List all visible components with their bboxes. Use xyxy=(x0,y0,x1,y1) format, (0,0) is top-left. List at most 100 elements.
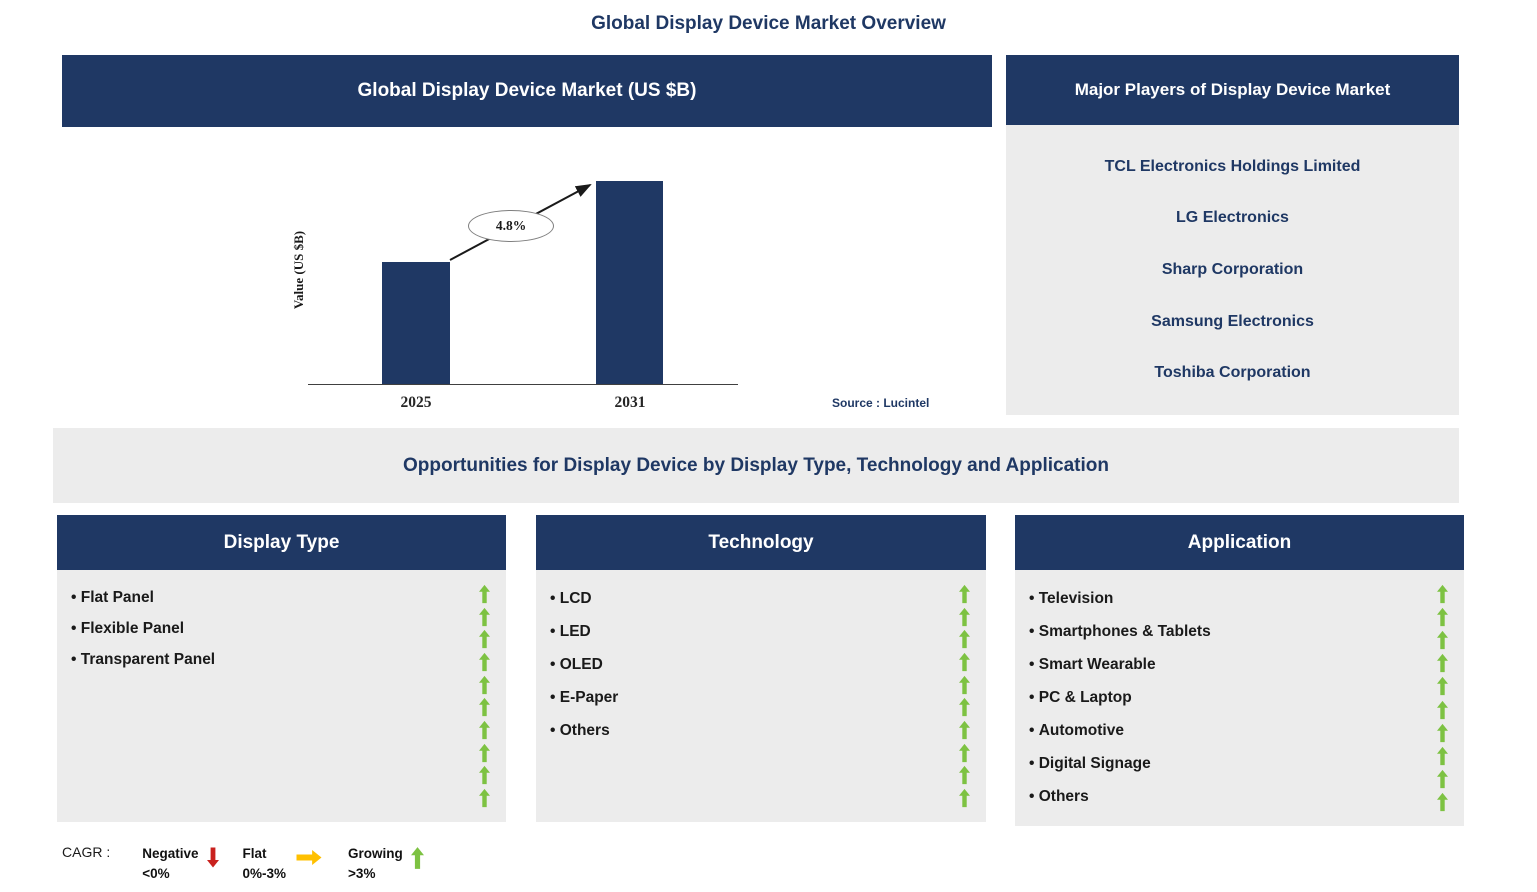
technology-body: LCD LED OLED E-Paper Others xyxy=(536,570,986,822)
growing-up-arrow-icon xyxy=(1437,584,1448,604)
legend-negative-range: <0% xyxy=(142,865,170,881)
list-item: LED xyxy=(550,615,942,648)
growing-up-arrow-icon xyxy=(479,720,490,740)
growing-up-arrow-icon xyxy=(959,652,970,672)
display-type-header: Display Type xyxy=(57,515,506,570)
player-name: Samsung Electronics xyxy=(1151,312,1314,330)
growth-arrow-stack xyxy=(479,584,490,808)
growing-up-arrow-icon xyxy=(1437,723,1448,743)
legend-growing-label: Growing xyxy=(348,846,403,861)
growing-up-arrow-icon xyxy=(1437,653,1448,673)
players-panel-title: Major Players of Display Device Market xyxy=(1074,80,1391,99)
legend-flat-label: Flat xyxy=(242,846,267,861)
list-item: Flat Panel xyxy=(71,582,462,613)
negative-down-arrow-icon xyxy=(206,846,219,869)
application-title: Application xyxy=(1187,531,1292,553)
growing-up-arrow-icon xyxy=(959,675,970,695)
cagr-legend: CAGR : Negative <0% Flat 0%-3% xyxy=(62,844,448,883)
list-item: E-Paper xyxy=(550,681,942,714)
list-item: OLED xyxy=(550,648,942,681)
list-item: Flexible Panel xyxy=(71,613,462,644)
growing-up-arrow-icon xyxy=(479,788,490,808)
display-type-body: Flat Panel Flexible Panel Transparent Pa… xyxy=(57,570,506,822)
bar-2025 xyxy=(382,262,450,384)
player-name: Toshiba Corporation xyxy=(1154,364,1311,382)
list-item: Automotive xyxy=(1029,714,1420,747)
growing-up-arrow-icon xyxy=(959,607,970,627)
growing-up-arrow-icon xyxy=(1437,700,1448,720)
application-header: Application xyxy=(1015,515,1464,570)
opportunities-banner: Opportunities for Display Device by Disp… xyxy=(53,428,1459,503)
players-panel-header: Major Players of Display Device Market xyxy=(1006,55,1459,125)
cagr-legend-label: CAGR : xyxy=(62,844,111,860)
chart-panel-title: Global Display Device Market (US $B) xyxy=(357,80,697,101)
growing-up-arrow-icon xyxy=(1437,769,1448,789)
growing-up-arrow-icon xyxy=(959,743,970,763)
growing-up-arrow-icon xyxy=(479,675,490,695)
list-item: Television xyxy=(1029,582,1420,615)
growing-up-arrow-icon xyxy=(959,584,970,604)
opportunities-banner-text: Opportunities for Display Device by Disp… xyxy=(403,454,1109,476)
list-item: Smart Wearable xyxy=(1029,648,1420,681)
legend-item-negative: Negative <0% xyxy=(142,844,219,883)
cagr-trend-arrow xyxy=(449,184,592,261)
list-item: LCD xyxy=(550,582,942,615)
legend-growing-range: >3% xyxy=(348,865,376,881)
application-column: Application Television Smartphones & Tab… xyxy=(1015,515,1464,826)
players-list: TCL Electronics Holdings Limited LG Elec… xyxy=(1006,125,1459,415)
growing-up-arrow-icon xyxy=(1437,676,1448,696)
growing-up-arrow-icon xyxy=(1437,630,1448,650)
technology-title: Technology xyxy=(708,531,814,553)
list-item: Others xyxy=(550,714,942,747)
growing-up-arrow-icon xyxy=(479,765,490,785)
growing-up-arrow-icon xyxy=(479,652,490,672)
growing-up-arrow-icon xyxy=(959,765,970,785)
growing-up-arrow-icon xyxy=(479,697,490,717)
x-tick-2025: 2025 xyxy=(400,394,432,411)
source-label: Source : Lucintel xyxy=(832,396,930,410)
growing-up-arrow-icon xyxy=(410,846,424,870)
x-axis xyxy=(308,384,738,385)
growing-up-arrow-icon xyxy=(1437,607,1448,627)
growing-up-arrow-icon xyxy=(959,720,970,740)
legend-negative-label: Negative xyxy=(142,846,199,861)
flat-right-arrow-icon xyxy=(294,850,324,865)
display-type-title: Display Type xyxy=(223,531,340,553)
growing-up-arrow-icon xyxy=(479,607,490,627)
list-item: Transparent Panel xyxy=(71,644,462,675)
legend-growing-text: Growing >3% xyxy=(348,844,403,883)
growth-arrow-stack xyxy=(959,584,970,808)
growing-up-arrow-icon xyxy=(479,584,490,604)
growing-up-arrow-icon xyxy=(959,629,970,649)
growth-arrow-stack xyxy=(1437,584,1448,812)
bar-chart: Value (US $B) 4.8% 2025 2031 Source : Lu… xyxy=(62,127,992,422)
player-name: LG Electronics xyxy=(1176,209,1289,227)
growing-up-arrow-icon xyxy=(959,788,970,808)
list-item: Smartphones & Tablets xyxy=(1029,615,1420,648)
growing-up-arrow-icon xyxy=(1437,746,1448,766)
list-item: PC & Laptop xyxy=(1029,681,1420,714)
growing-up-arrow-icon xyxy=(959,697,970,717)
list-item: Others xyxy=(1029,780,1420,813)
legend-flat-text: Flat 0%-3% xyxy=(243,844,287,883)
legend-item-growing: Growing >3% xyxy=(348,844,424,883)
player-name: TCL Electronics Holdings Limited xyxy=(1104,157,1361,175)
list-item: Digital Signage xyxy=(1029,747,1420,780)
cagr-badge: 4.8% xyxy=(468,210,554,242)
cagr-value: 4.8% xyxy=(495,218,527,233)
growing-up-arrow-icon xyxy=(1437,792,1448,812)
application-body: Television Smartphones & Tablets Smart W… xyxy=(1015,570,1464,826)
growing-up-arrow-icon xyxy=(479,629,490,649)
legend-item-flat: Flat 0%-3% xyxy=(243,844,325,883)
x-tick-2031: 2031 xyxy=(614,394,646,411)
legend-flat-range: 0%-3% xyxy=(242,865,287,881)
player-name: Sharp Corporation xyxy=(1161,260,1304,278)
growing-up-arrow-icon xyxy=(479,743,490,763)
technology-column: Technology LCD LED OLED E-Paper Others xyxy=(536,515,986,822)
chart-panel-header: Global Display Device Market (US $B) xyxy=(62,55,992,127)
page-title: Global Display Device Market Overview xyxy=(591,13,946,34)
display-type-column: Display Type Flat Panel Flexible Panel T… xyxy=(57,515,506,822)
bar-2031 xyxy=(596,181,663,384)
legend-negative-text: Negative <0% xyxy=(142,844,198,883)
